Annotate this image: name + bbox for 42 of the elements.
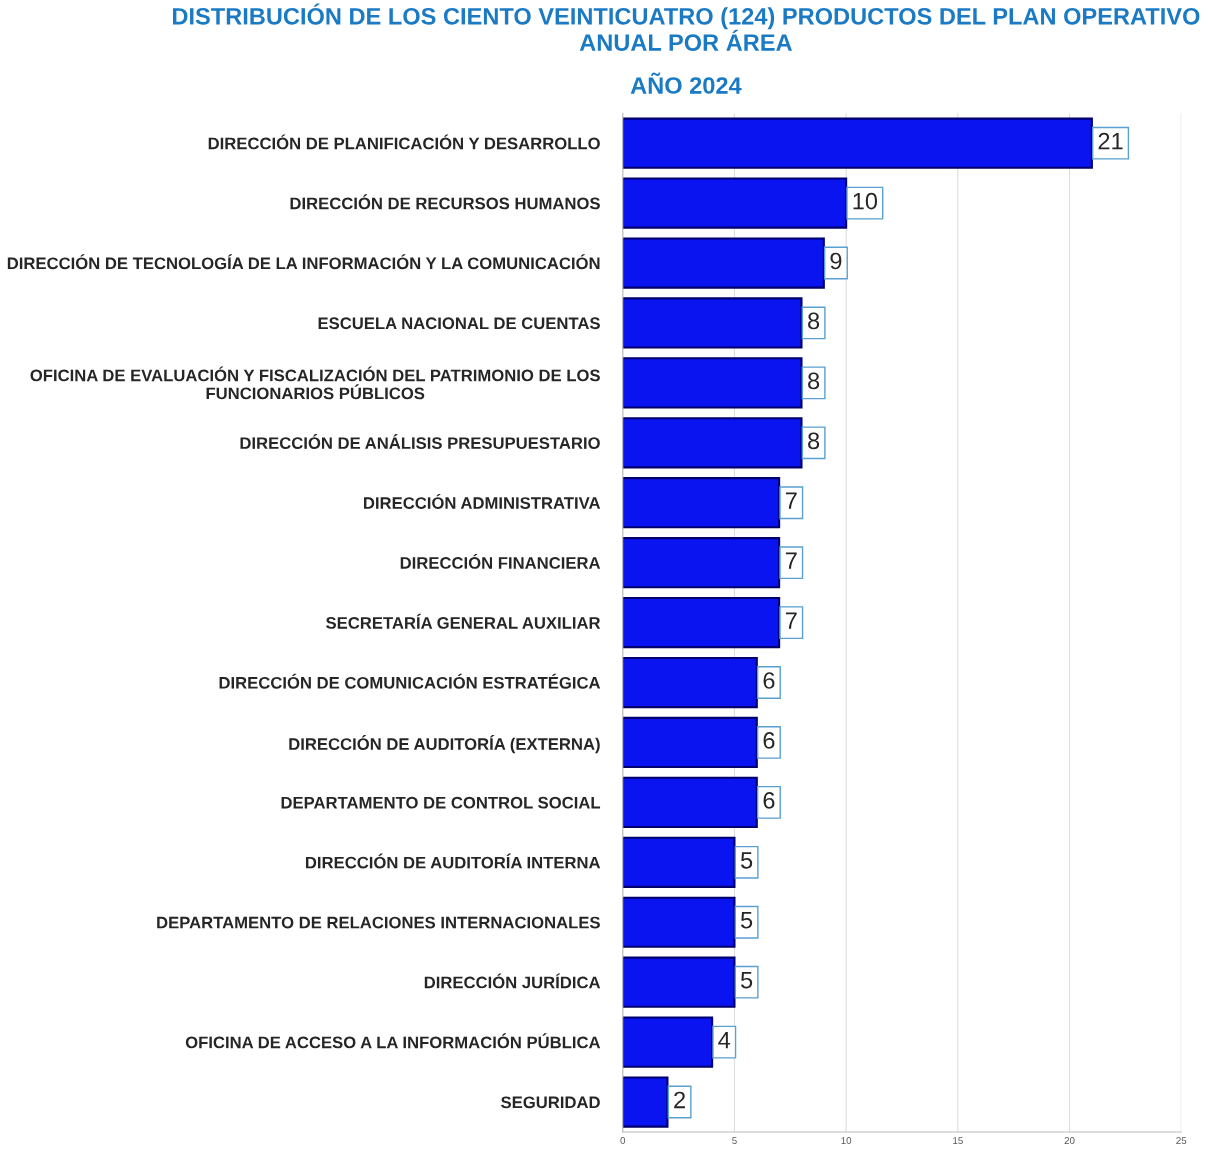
y-tick-label: DIRECCIÓN ADMINISTRATIVA [364,494,601,509]
y-tick-label: SEGURIDAD [501,1096,600,1109]
y-tick-label: OFICINA DE ACCESO A LA INFORMACIÓN PÚBLICA [185,1033,601,1049]
x-tick-label: 25 [1176,1137,1187,1144]
y-tick-label: DIRECCIÓN DE TECNOLOGÍA DE LA INFORMACIÓN Y LA COMUNICACIÓN [7,254,600,270]
data-label: 7 [785,492,797,509]
data-label: 8 [808,432,820,450]
data-label: 8 [808,372,820,390]
data-label: 5 [740,972,753,989]
y-tick-label: DIRECCIÓN DE AUDITORÍA INTERNA [305,853,601,869]
data-label: 6 [763,672,775,689]
y-tick-label: DIRECCIÓN DE AUDITORÍA (EXTERNA) [289,735,600,754]
data-label: 5 [740,852,753,869]
y-tick-label: SECRETARÍA GENERAL AUXILIAR [326,613,601,629]
data-label: 6 [763,732,775,749]
y-tick-label: ESCUELA NACIONAL DE CUENTAS [318,317,600,330]
data-label: 21 [1098,132,1123,150]
x-tick-label: 15 [953,1137,963,1144]
data-label: 9 [830,252,842,270]
y-tick-label: DIRECCIÓN DE RECURSOS HUMANOS [290,194,600,210]
x-tick-label: 10 [841,1137,852,1144]
x-tick-label: 0 [620,1137,626,1144]
chart-subtitle: AÑO 2024 [630,72,742,94]
chart-title: DISTRIBUCIÓN DE LOS CIENTO VEINTICUATRO (124) PRODUCTOS DEL PLAN OPERATIVO ANUAL POR ÁREA [173,3,1200,51]
data-label: 7 [785,612,797,629]
y-tick-label: DIRECCIÓN JURÍDICA [424,973,601,989]
y-tick-label: DIRECCIÓN FINANCIERA [400,553,601,569]
y-tick-label: DEPARTAMENTO DE RELACIONES INTERNACIONALES [157,916,600,929]
y-tick-label: OFICINA DE EVALUACIÓN Y FISCALIZACIÓN DEL PATRIMONIO DE LOS FUNCIONARIOS PÚBLICOS [30,366,600,400]
data-label: 2 [674,1091,685,1109]
x-tick-label: 20 [1064,1137,1075,1144]
data-label: 4 [718,1031,731,1049]
y-tick-label: DIRECCIÓN DE ANÁLISIS PRESUPUESTARIO [240,434,600,450]
data-label: 7 [785,552,797,569]
data-label: 6 [763,792,775,809]
y-tick-label: DIRECCIÓN DE PLANIFICACIÓN Y DESARROLLO [208,134,600,150]
data-label: 5 [740,912,753,929]
data-label: 8 [808,312,820,330]
x-tick-label: 5 [732,1137,737,1144]
data-label: 10 [853,192,878,210]
y-tick-label: DEPARTAMENTO DE CONTROL SOCIAL [281,796,601,809]
y-tick-label: DIRECCIÓN DE COMUNICACIÓN ESTRATÉGICA [219,673,601,689]
